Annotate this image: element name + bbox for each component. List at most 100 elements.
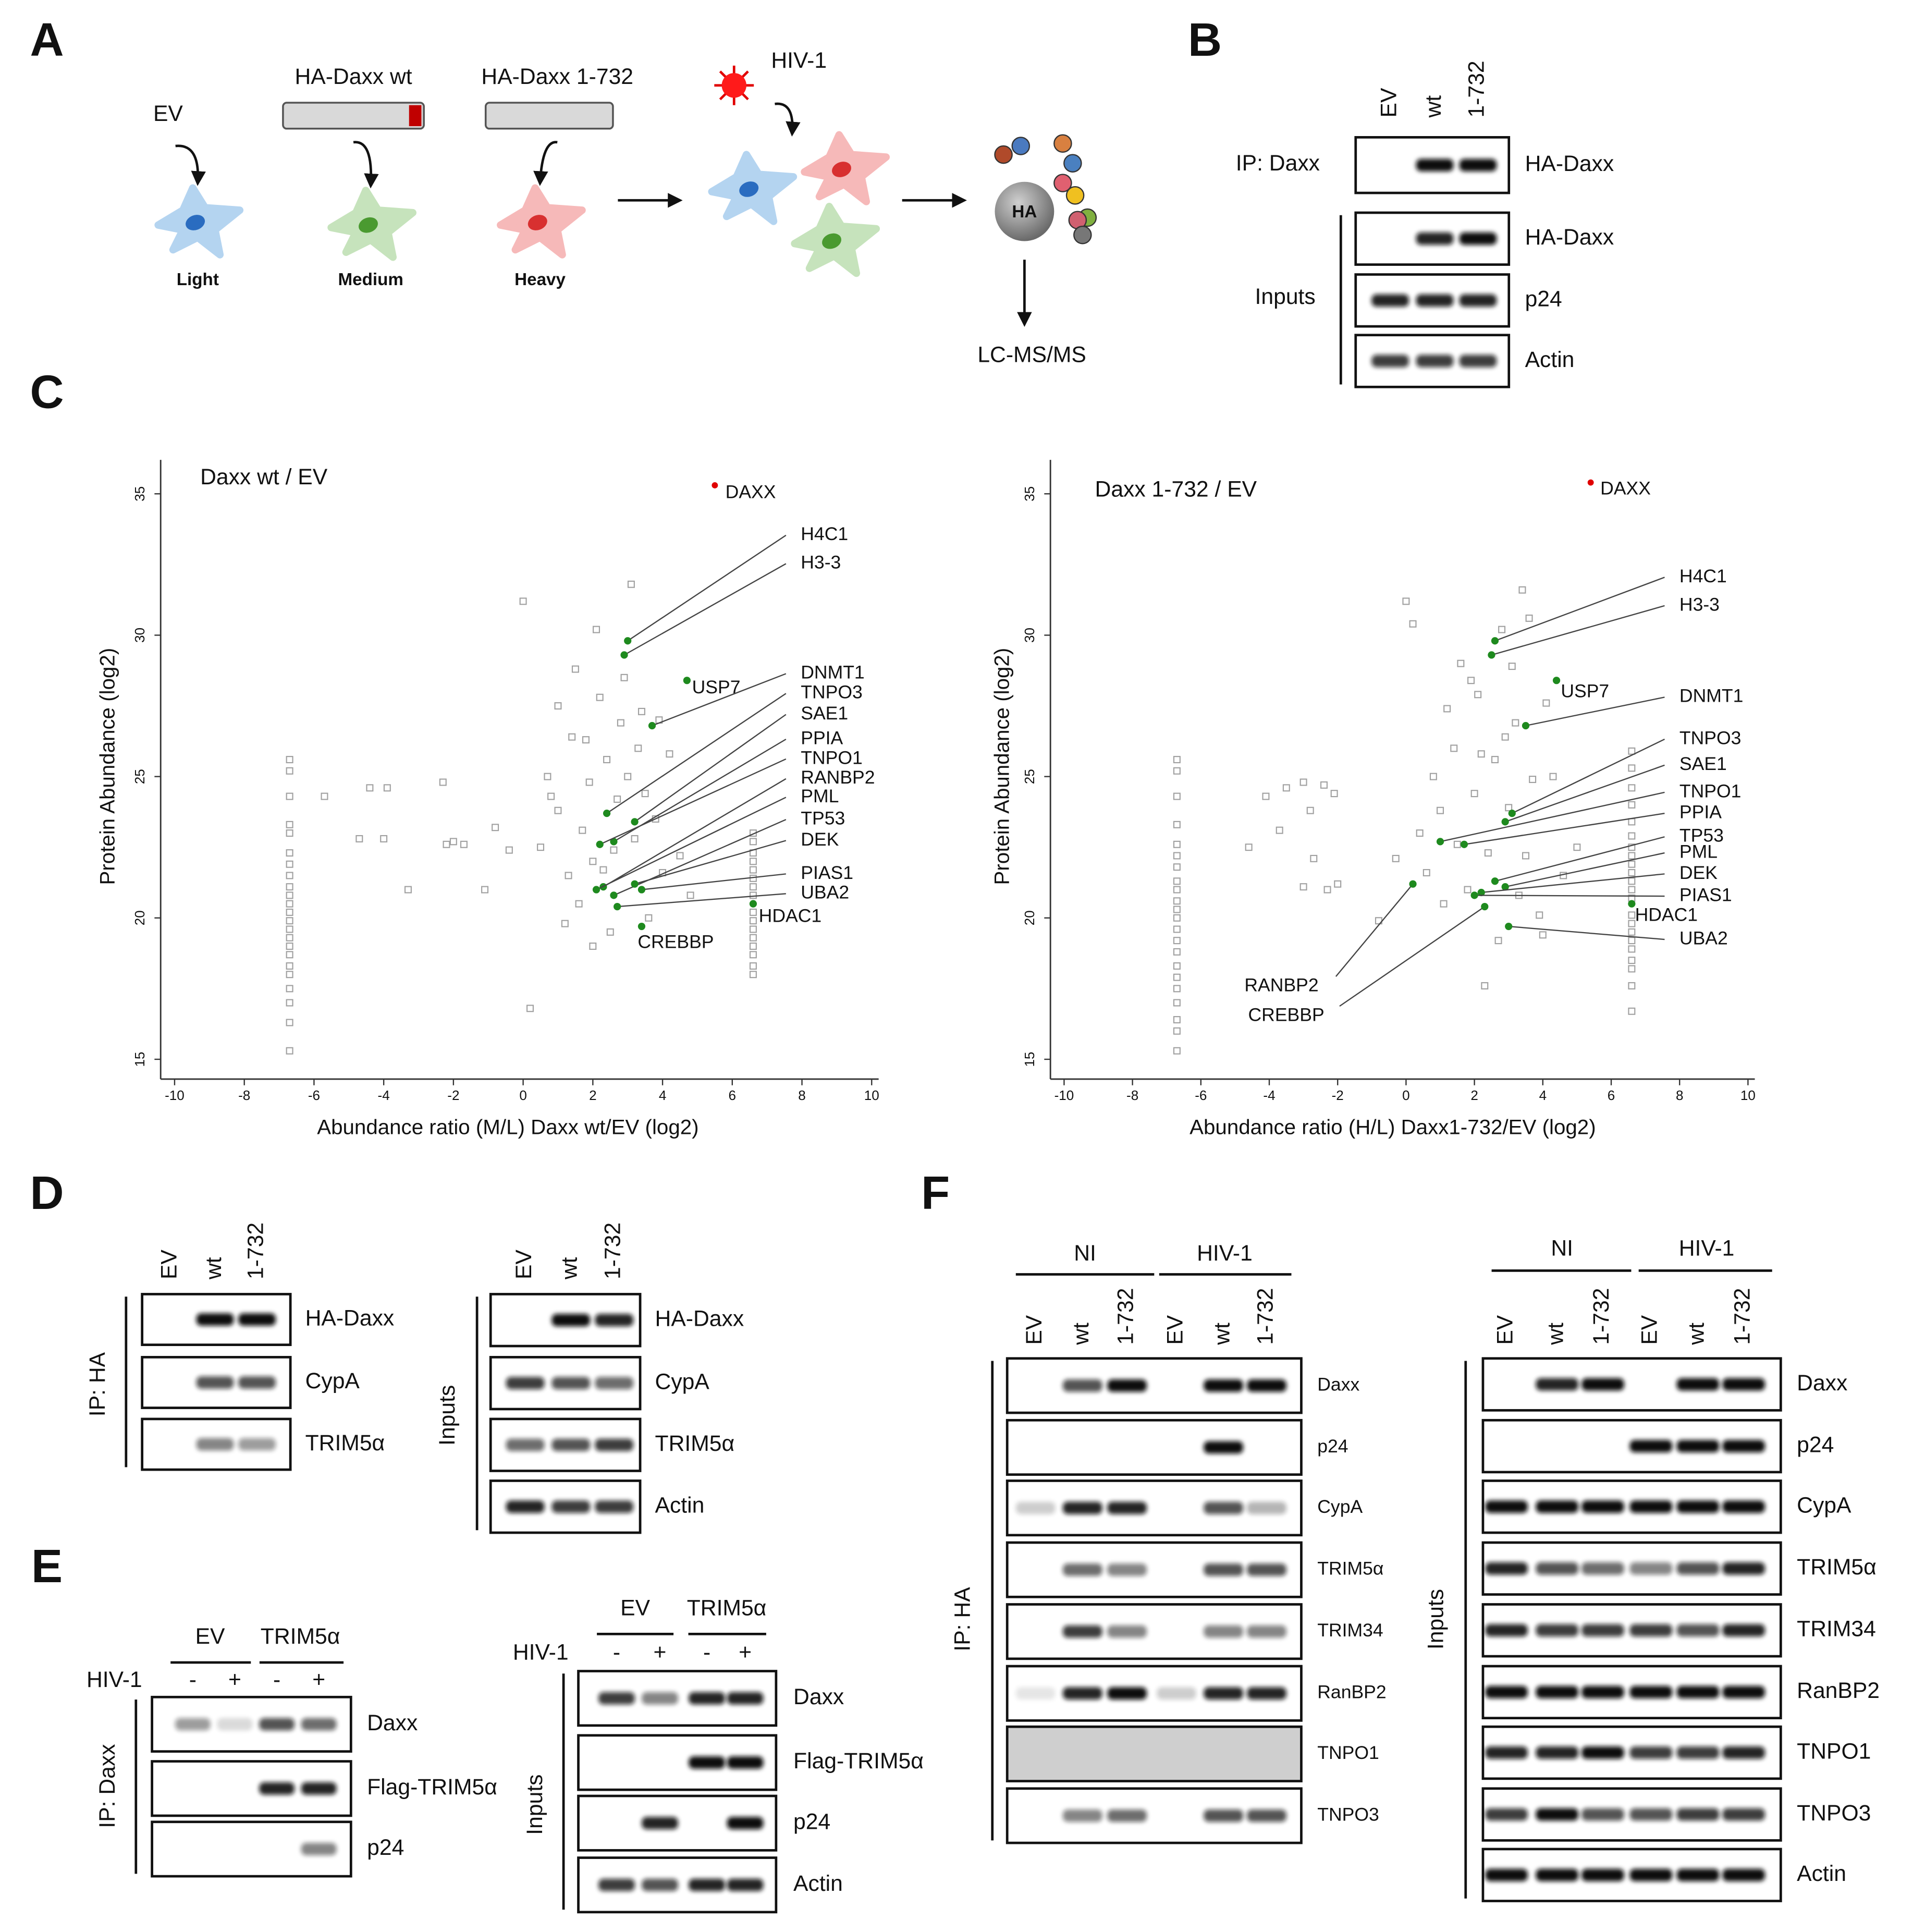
x-tick-label: -10: [1054, 1087, 1074, 1103]
bead-label: HA: [1012, 202, 1037, 222]
nucleus: [359, 217, 378, 233]
virus-spike: [719, 92, 727, 101]
cell-label: Medium: [338, 270, 403, 289]
band: [238, 1313, 276, 1326]
blot-label: CypA: [655, 1369, 710, 1394]
protein-point: [1450, 744, 1458, 752]
lane-label: wt: [1069, 1323, 1094, 1346]
band: [1459, 158, 1497, 172]
lane-label: +: [739, 1640, 752, 1665]
y-tick-label: 25: [132, 769, 148, 784]
band: [1062, 1501, 1102, 1514]
protein-point: [749, 951, 757, 959]
band: [1536, 1500, 1579, 1513]
protein-point: [1173, 906, 1181, 913]
x-tick-label: -2: [447, 1087, 459, 1103]
highlighted-protein: [624, 637, 632, 645]
band: [1485, 1685, 1528, 1698]
leader-line: [623, 563, 787, 656]
x-tick-label: 10: [1740, 1087, 1756, 1103]
lane-label: -: [189, 1667, 197, 1692]
protein-point: [666, 750, 673, 758]
nucleus: [739, 181, 759, 197]
lane-label: -: [613, 1640, 620, 1665]
highlighted-protein: [1460, 840, 1468, 848]
blot-label: Flag-TRIM5α: [367, 1775, 497, 1800]
band: [1722, 1378, 1765, 1391]
protein-label: SAE1: [1679, 753, 1727, 774]
protein-point: [1628, 747, 1636, 755]
highlighted-protein: [596, 840, 604, 848]
band: [1722, 1685, 1765, 1698]
band: [1722, 1746, 1765, 1759]
protein-point: [443, 840, 450, 848]
leader-line: [1335, 883, 1414, 977]
protein-point: [1467, 677, 1475, 684]
band: [259, 1782, 295, 1795]
leader-line: [1491, 605, 1665, 656]
highlighted-protein: [1505, 922, 1513, 931]
protein-point: [1282, 784, 1290, 792]
blot-frame: [1005, 1479, 1303, 1537]
protein-point: [1522, 852, 1530, 860]
protein-label: TNPO1: [801, 747, 863, 768]
blot-label: TRIM5α: [655, 1431, 735, 1456]
protein-point: [1628, 920, 1636, 927]
y-tick-label: 35: [1022, 486, 1037, 502]
band: [1416, 158, 1454, 172]
band: [1485, 1562, 1528, 1575]
band: [551, 1377, 591, 1389]
band: [1107, 1809, 1147, 1822]
protein-point: [631, 835, 639, 842]
construct-bar: [484, 102, 614, 130]
protein-point: [1299, 883, 1307, 891]
band: [1485, 1624, 1528, 1637]
protein-point: [1423, 869, 1430, 876]
cell-label: Light: [177, 270, 219, 289]
band: [689, 1692, 725, 1705]
protein-point: [439, 778, 447, 786]
leader-line: [596, 797, 787, 890]
protein-point: [1429, 773, 1437, 780]
protein-point: [1457, 659, 1465, 667]
protein-point: [554, 702, 562, 710]
nucleus: [832, 162, 851, 177]
construct-label: HA-Daxx 1-732: [481, 64, 633, 89]
protein-point: [286, 1019, 293, 1026]
protein-point: [1518, 586, 1526, 594]
protein-point: [1494, 937, 1502, 945]
protein-point: [1628, 852, 1636, 860]
band: [1629, 1440, 1673, 1452]
band: [238, 1438, 276, 1451]
construct-label: EV: [153, 101, 183, 126]
lane-label: wt: [1543, 1323, 1568, 1346]
band: [1536, 1378, 1579, 1391]
nucleus: [822, 233, 842, 249]
protein-point: [1262, 792, 1270, 800]
protein-point: [634, 744, 642, 752]
y-tick-label: 25: [1022, 769, 1037, 784]
protein-label: TP53: [801, 808, 845, 828]
protein-point: [561, 920, 569, 927]
x-tick-label: -4: [378, 1087, 390, 1103]
band: [1485, 1868, 1528, 1881]
protein-point: [1310, 854, 1318, 862]
protein-point: [1628, 869, 1636, 876]
protein-point: [492, 824, 499, 832]
band: [1722, 1562, 1765, 1575]
band: [1581, 1500, 1624, 1513]
band: [1629, 1685, 1673, 1698]
group-label: EV: [195, 1624, 225, 1649]
highlighted-protein: [1436, 838, 1444, 846]
protein-point: [620, 674, 628, 681]
protein-point: [554, 806, 562, 814]
protein-point: [1628, 937, 1636, 945]
band: [1247, 1809, 1286, 1822]
protein-point: [589, 943, 597, 950]
blot-label: CypA: [1797, 1493, 1851, 1518]
blot-label: p24: [367, 1835, 404, 1860]
leader-line: [1505, 852, 1665, 888]
protein-point: [286, 849, 293, 857]
group-label: TRIM5α: [687, 1595, 767, 1620]
band: [1722, 1500, 1765, 1513]
